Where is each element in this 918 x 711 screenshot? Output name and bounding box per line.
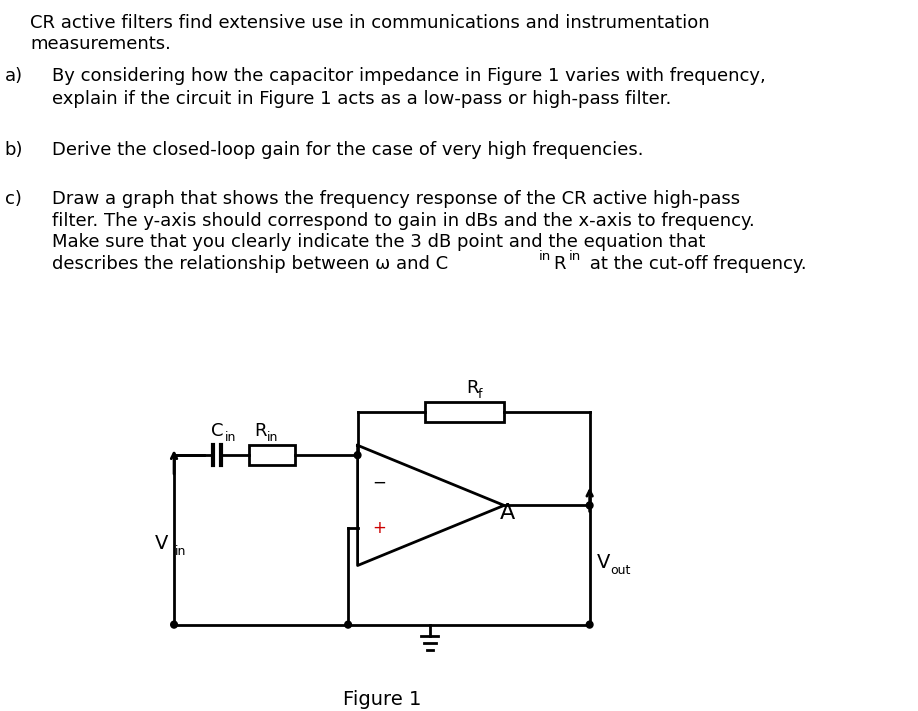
- Text: Derive the closed-loop gain for the case of very high frequencies.: Derive the closed-loop gain for the case…: [52, 141, 644, 159]
- Text: a): a): [5, 67, 23, 85]
- Circle shape: [354, 451, 361, 459]
- Text: describes the relationship between ω and C: describes the relationship between ω and…: [52, 255, 448, 273]
- Text: in: in: [539, 250, 551, 263]
- Text: CR active filters find extensive use in communications and instrumentation: CR active filters find extensive use in …: [30, 14, 710, 32]
- Text: R: R: [466, 379, 479, 397]
- Text: V: V: [598, 553, 610, 572]
- Text: By considering how the capacitor impedance in Figure 1 varies with frequency,: By considering how the capacitor impedan…: [52, 67, 766, 85]
- Text: Figure 1: Figure 1: [342, 690, 421, 709]
- Text: in: in: [267, 432, 279, 444]
- Text: Draw a graph that shows the frequency response of the CR active high-pass: Draw a graph that shows the frequency re…: [52, 190, 741, 208]
- Bar: [249, 445, 295, 465]
- Text: R: R: [254, 422, 266, 440]
- Text: +: +: [372, 519, 386, 537]
- Text: A: A: [500, 503, 515, 523]
- Text: −: −: [372, 474, 386, 492]
- Text: in: in: [175, 545, 186, 558]
- Text: filter. The y-axis should correspond to gain in dBs and the x-axis to frequency.: filter. The y-axis should correspond to …: [52, 212, 756, 230]
- Text: in: in: [569, 250, 581, 263]
- Text: Make sure that you clearly indicate the 3 dB point and the equation that: Make sure that you clearly indicate the …: [52, 233, 706, 252]
- Text: measurements.: measurements.: [30, 36, 172, 53]
- Text: f: f: [478, 388, 482, 401]
- Text: at the cut-off frequency.: at the cut-off frequency.: [584, 255, 806, 273]
- Text: explain if the circuit in Figure 1 acts as a low-pass or high-pass filter.: explain if the circuit in Figure 1 acts …: [52, 90, 672, 107]
- Text: b): b): [5, 141, 23, 159]
- Text: c): c): [5, 190, 22, 208]
- Text: out: out: [610, 564, 631, 577]
- Circle shape: [171, 621, 177, 628]
- Circle shape: [587, 621, 593, 628]
- Text: C: C: [211, 422, 224, 440]
- Circle shape: [345, 621, 352, 628]
- Text: R: R: [554, 255, 566, 273]
- Bar: [425, 402, 504, 422]
- Text: V: V: [155, 535, 168, 553]
- Text: in: in: [224, 432, 236, 444]
- Circle shape: [587, 502, 593, 509]
